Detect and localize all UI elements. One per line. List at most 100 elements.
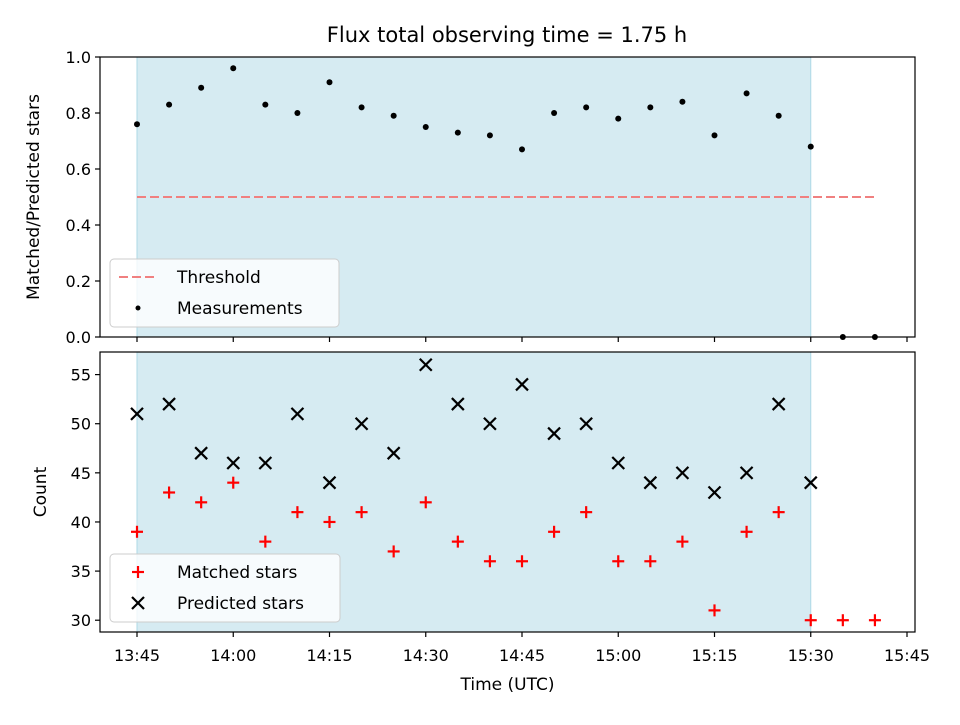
cross-stroke-b	[707, 485, 722, 500]
matched-star-marker	[516, 555, 528, 568]
x-tick-label: 15:00	[595, 646, 641, 665]
legend-measurement-swatch	[135, 305, 141, 311]
legend: Threshold Measurements	[109, 258, 340, 328]
measurement-point	[679, 98, 686, 105]
matched-star-marker	[131, 525, 143, 538]
measurement-point	[486, 132, 493, 139]
measurement-point	[422, 124, 429, 130]
y-tick-label: 0.8	[66, 104, 91, 123]
measurement-point	[326, 79, 333, 86]
cross-stroke-b	[130, 407, 144, 421]
measurement-point	[262, 101, 269, 108]
legend-predicted-swatch	[131, 596, 145, 610]
matched-star-marker	[387, 545, 400, 558]
measurement-point	[230, 65, 237, 72]
predicted-star-marker	[162, 397, 176, 411]
y-tick-label: 1.0	[66, 48, 91, 67]
measurement-point	[615, 115, 622, 122]
measurement-point	[519, 146, 525, 153]
cross-stroke-b	[739, 466, 754, 480]
cross-stroke-b	[611, 456, 626, 470]
matched-star-marker	[708, 604, 721, 617]
measurement-point	[134, 121, 140, 128]
matched-star-marker	[227, 476, 240, 489]
y-tick-label: 0.6	[66, 160, 91, 179]
legend-label: Threshold	[176, 268, 261, 288]
predicted-star-marker	[803, 475, 818, 490]
cross-stroke-b	[162, 397, 176, 411]
predicted-star-marker	[515, 377, 529, 392]
predicted-star-marker	[483, 416, 497, 431]
matched-star-marker	[323, 515, 336, 528]
matched-star-marker	[195, 496, 208, 509]
y-tick-label: 45	[71, 464, 91, 483]
cross-stroke-b	[194, 446, 208, 460]
axes-frame	[99, 351, 916, 633]
matched-star-marker	[419, 496, 432, 509]
predicted-star-marker	[547, 426, 561, 441]
cross-stroke-b	[643, 475, 658, 490]
predicted-star-marker	[290, 407, 305, 421]
measurement-point	[807, 143, 814, 150]
matched-star-marker	[163, 486, 176, 499]
cross-stroke-b	[483, 416, 497, 431]
cross-stroke-b	[386, 446, 401, 460]
x-tick-label: 14:30	[403, 646, 449, 665]
x-tick-label: 14:45	[499, 646, 545, 665]
y-axis-label: Count	[31, 466, 51, 517]
matched-star-marker	[772, 506, 785, 519]
predicted-star-marker	[258, 456, 273, 470]
cross-stroke-b	[579, 416, 593, 431]
cross-stroke-b	[418, 357, 433, 372]
cross-stroke-b	[131, 596, 145, 610]
y-tick-label: 0.2	[66, 272, 91, 291]
measurement-point	[390, 112, 397, 119]
y-axis-label: Matched/Predicted stars	[24, 94, 44, 300]
predicted-star-marker	[226, 456, 241, 470]
y-tick-label: 50	[71, 415, 91, 434]
measurement-point	[583, 104, 590, 111]
x-tick-label: 15:45	[884, 646, 930, 665]
x-axis-label: Time (UTC)	[460, 675, 555, 695]
cross-stroke-b	[803, 475, 818, 490]
measurement-point	[551, 110, 558, 116]
matched-star-marker	[740, 525, 753, 538]
x-tick-label: 15:15	[691, 646, 737, 665]
predicted-star-marker	[354, 416, 369, 431]
matched-star-marker	[483, 555, 496, 568]
cross-stroke-b	[675, 466, 690, 480]
matched-star-marker	[291, 506, 304, 519]
x-tick-label: 15:30	[788, 646, 834, 665]
count-panel: 30 35 40 45 50 55 13:45 14:00 14:15 14:30 14:45 15:…	[31, 351, 930, 695]
legend-label: Matched stars	[177, 563, 297, 583]
matched-star-marker	[548, 525, 561, 538]
y-tick-label: 30	[71, 611, 91, 630]
y-tick-label: 55	[71, 366, 91, 385]
measurement-point	[198, 84, 205, 91]
measurement-point	[647, 104, 654, 111]
legend-box	[109, 553, 341, 623]
matched-star-marker	[804, 614, 817, 627]
cross-stroke-b	[258, 456, 273, 470]
matched-star-marker	[868, 614, 881, 627]
matched-star-marker	[451, 535, 464, 548]
y-tick-label: 0.0	[66, 328, 91, 347]
measurement-point	[166, 101, 173, 108]
chart-title: Flux total observing time = 1.75 h	[327, 23, 687, 47]
y-tick-label: 35	[71, 562, 91, 581]
cross-stroke-b	[451, 397, 465, 411]
measurement-point	[743, 90, 750, 97]
cross-stroke-b	[354, 416, 369, 431]
measurement-point	[454, 129, 461, 136]
predicted-star-marker	[579, 416, 593, 431]
matched-star-marker	[612, 555, 625, 568]
predicted-star-marker	[611, 456, 626, 470]
predicted-star-marker	[675, 466, 690, 480]
cross-stroke-b	[322, 475, 337, 490]
legend-label: Predicted stars	[177, 594, 304, 614]
matched-star-marker	[580, 506, 593, 519]
legend-label: Measurements	[177, 299, 303, 319]
axes-frame	[99, 56, 916, 338]
measurement-point	[294, 110, 301, 116]
